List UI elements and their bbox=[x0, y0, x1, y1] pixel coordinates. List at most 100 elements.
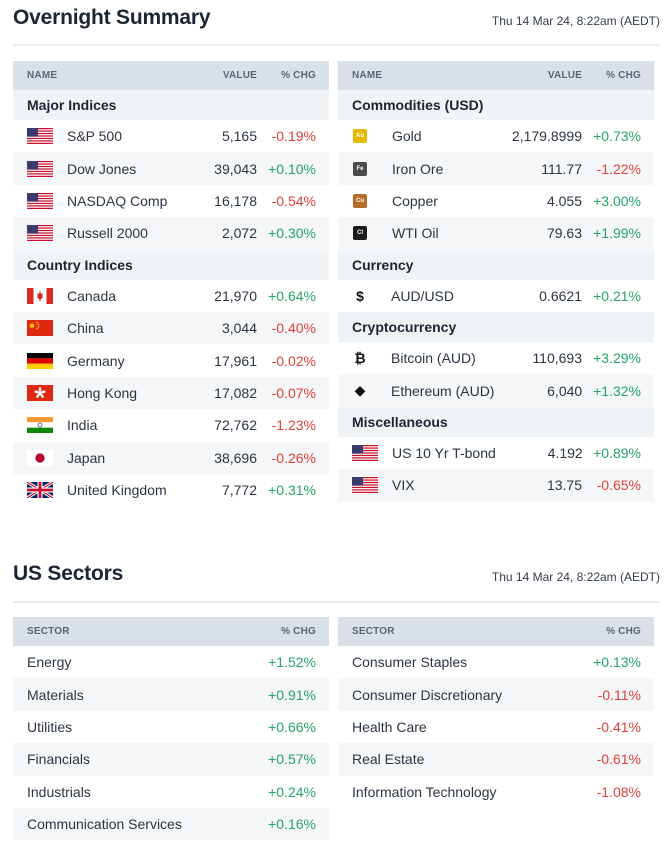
table-row[interactable]: Communication Services +0.16% bbox=[13, 807, 329, 841]
row-name: Japan bbox=[67, 449, 106, 466]
row-name: Gold bbox=[392, 128, 422, 145]
table-row[interactable]: Industrials +0.24% bbox=[13, 776, 329, 808]
row-name: NASDAQ Comp bbox=[67, 192, 168, 209]
table-row[interactable]: China 3,044 -0.40% bbox=[13, 311, 329, 345]
row-name: S&P 500 bbox=[67, 128, 123, 145]
row-name-cell: ◆ Ethereum (AUD) bbox=[338, 382, 495, 399]
row-name: Ethereum (AUD) bbox=[391, 382, 495, 399]
row-change: +0.21% bbox=[593, 287, 641, 304]
table-row[interactable]: Russell 2000 2,072 +0.30% bbox=[13, 217, 329, 250]
row-change: -0.54% bbox=[271, 192, 316, 209]
row-name: Iron Ore bbox=[392, 160, 444, 177]
row-change: +0.30% bbox=[268, 225, 316, 242]
table-row[interactable]: Dow Jones 39,043 +0.10% bbox=[13, 152, 329, 185]
japan-flag-icon bbox=[27, 449, 53, 466]
sector-change: +0.66% bbox=[268, 718, 316, 735]
table-row[interactable]: India 72,762 -1.23% bbox=[13, 409, 329, 441]
row-name-cell: US 10 Yr T-bond bbox=[338, 444, 496, 461]
table-row[interactable]: Utilities +0.66% bbox=[13, 711, 329, 743]
table-row[interactable]: $ AUD/USD 0.6621 +0.21% bbox=[338, 280, 654, 312]
table-row[interactable]: ₿ Bitcoin (AUD) 110,693 +3.29% bbox=[338, 342, 654, 374]
sector-change: +0.24% bbox=[268, 783, 316, 800]
dollar-icon: $ bbox=[356, 287, 364, 304]
sector-name: Industrials bbox=[27, 783, 91, 800]
column-header-name: NAME bbox=[352, 70, 383, 81]
row-name-cell: Au Gold bbox=[338, 128, 494, 144]
table-row[interactable]: US 10 Yr T-bond 4.192 +0.89% bbox=[338, 437, 654, 469]
row-value: 72,762 bbox=[214, 417, 257, 434]
row-name: AUD/USD bbox=[391, 287, 455, 304]
row-value: 79.63 bbox=[546, 225, 582, 242]
row-change: +0.89% bbox=[593, 444, 641, 461]
china-flag-icon bbox=[27, 320, 53, 337]
table-row[interactable]: Energy +1.52% bbox=[13, 646, 329, 678]
table-row[interactable]: NASDAQ Comp 16,178 -0.54% bbox=[13, 185, 329, 217]
row-value: 16,178 bbox=[214, 192, 257, 209]
row-name: Dow Jones bbox=[67, 160, 137, 177]
us-sectors-timestamp: Thu 14 Mar 24, 8:22am (AEDT) bbox=[491, 570, 660, 584]
row-name-cell: Cu Copper bbox=[338, 193, 494, 209]
table-row[interactable]: Health Care -0.41% bbox=[338, 711, 654, 743]
row-change: -1.23% bbox=[271, 417, 316, 434]
row-change: +0.10% bbox=[268, 160, 316, 177]
sector-change: +1.52% bbox=[268, 654, 316, 671]
table-row[interactable]: United Kingdom 7,772 +0.31% bbox=[13, 474, 329, 506]
divider bbox=[13, 601, 660, 603]
row-name: Canada bbox=[67, 287, 117, 304]
table-row[interactable]: Japan 38,696 -0.26% bbox=[13, 441, 329, 474]
overnight-left-table: NAME VALUE% CHG Major Indices S&P 500 5,165-… bbox=[13, 61, 329, 506]
row-name: Russell 2000 bbox=[67, 225, 148, 242]
table-row[interactable]: Cu Copper 4.055 +3.00% bbox=[338, 185, 654, 217]
row-change: -0.07% bbox=[271, 384, 316, 401]
table-row[interactable]: ◆ Ethereum (AUD) 6,040 +1.32% bbox=[338, 374, 654, 407]
row-name-cell: Dow Jones bbox=[13, 160, 169, 177]
oil-chip-icon: Cl bbox=[353, 226, 367, 241]
overnight-right-table: NAME VALUE % CHG Commodities (USD) Au Gold 2,1… bbox=[338, 61, 654, 502]
table-row[interactable]: Information Technology -1.08% bbox=[338, 776, 654, 808]
row-value: 17,961 bbox=[214, 352, 257, 369]
row-value: 2,072 bbox=[221, 225, 257, 242]
table-header: NAME VALUE % CHG bbox=[338, 61, 654, 90]
table-row[interactable]: Materials +0.91% bbox=[13, 678, 329, 711]
table-row[interactable]: Fe Iron Ore 111.77 -1.22% bbox=[338, 152, 654, 185]
table-row[interactable]: Consumer Staples +0.13% bbox=[338, 646, 654, 678]
table-row[interactable]: VIX 13.75 -0.65% bbox=[338, 469, 654, 502]
overnight-summary-title: Overnight Summary bbox=[13, 6, 211, 29]
table-row[interactable]: Cl WTI Oil 79.63 +1.99% bbox=[338, 217, 654, 250]
table-row[interactable]: Canada 21,970 +0.64% bbox=[13, 280, 329, 312]
us-flag-icon bbox=[27, 128, 53, 145]
sector-change: -0.61% bbox=[596, 751, 641, 768]
sector-name: Information Technology bbox=[352, 783, 497, 800]
row-value: 13.75 bbox=[546, 477, 582, 494]
row-value: 4.055 bbox=[546, 192, 582, 209]
row-value: 110,693 bbox=[532, 350, 582, 367]
group-heading: Miscellaneous bbox=[338, 406, 654, 437]
table-row[interactable]: Real Estate -0.61% bbox=[338, 743, 654, 776]
row-name-cell: VIX bbox=[338, 477, 494, 494]
table-row[interactable]: Germany 17,961 -0.02% bbox=[13, 344, 329, 376]
sector-name: Communication Services bbox=[27, 816, 182, 833]
row-value: 39,043 bbox=[214, 160, 257, 177]
group-heading: Cryptocurrency bbox=[338, 311, 654, 342]
table-row[interactable]: Consumer Discretionary -0.11% bbox=[338, 678, 654, 711]
sector-change: -0.41% bbox=[596, 718, 641, 735]
row-value: 21,970 bbox=[214, 287, 257, 304]
divider bbox=[13, 44, 660, 46]
table-row[interactable]: Au Gold 2,179.8999 +0.73% bbox=[338, 120, 654, 152]
table-row[interactable]: S&P 500 5,165 -0.19% bbox=[13, 120, 329, 152]
row-name: Germany bbox=[67, 352, 125, 369]
row-name-cell: Hong Kong bbox=[13, 384, 169, 401]
column-header-change: % CHG bbox=[606, 626, 641, 637]
row-name: US 10 Yr T-bond bbox=[392, 444, 496, 461]
row-name-cell: Russell 2000 bbox=[13, 225, 169, 242]
gold-chip-icon: Au bbox=[353, 129, 367, 144]
table-row[interactable]: Hong Kong 17,082 -0.07% bbox=[13, 376, 329, 410]
table-row[interactable]: Financials +0.57% bbox=[13, 743, 329, 776]
row-change: -0.40% bbox=[271, 320, 316, 337]
sector-name: Utilities bbox=[27, 718, 73, 735]
column-header-sector: SECTOR bbox=[352, 626, 395, 637]
row-name-cell: United Kingdom bbox=[13, 480, 169, 500]
row-name-cell: Japan bbox=[13, 449, 169, 466]
table-header: SECTOR % CHG bbox=[338, 617, 654, 646]
row-name: VIX bbox=[392, 477, 415, 494]
